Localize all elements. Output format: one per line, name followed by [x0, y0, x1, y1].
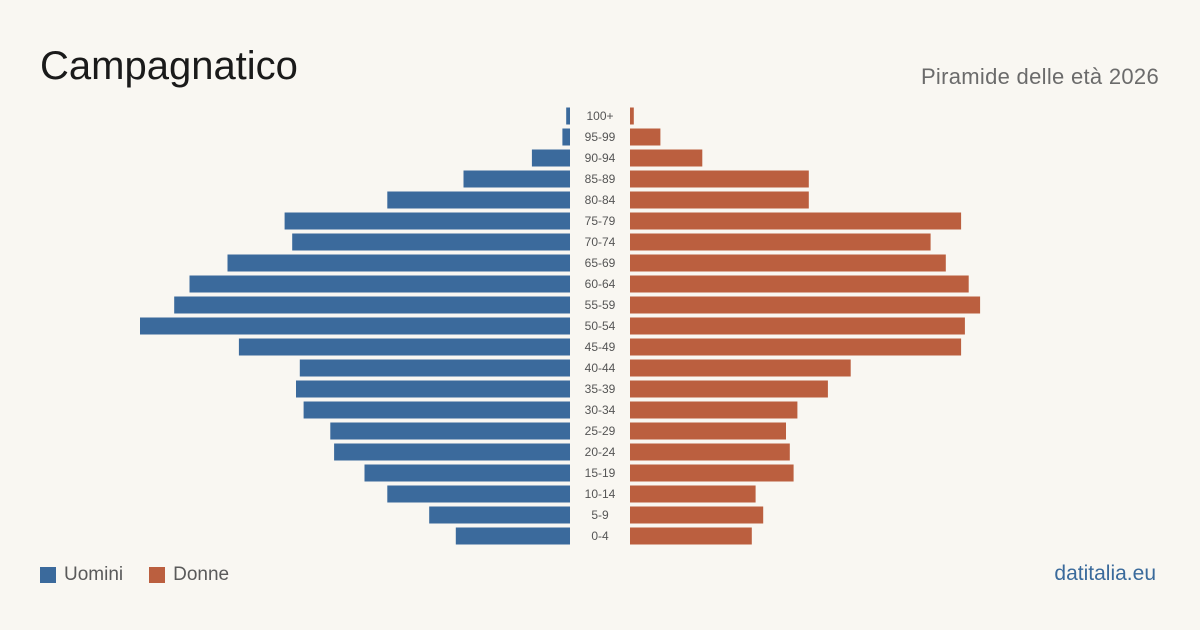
age-label-40-44: 40-44	[585, 361, 616, 375]
age-label-0-4: 0-4	[591, 529, 609, 543]
bar-men-95-99	[562, 128, 570, 146]
bar-men-20-24	[334, 443, 570, 461]
age-label-55-59: 55-59	[585, 298, 616, 312]
bar-women-90-94	[630, 149, 703, 167]
age-label-50-54: 50-54	[585, 319, 616, 333]
age-label-10-14: 10-14	[585, 487, 616, 501]
bar-women-70-74	[630, 233, 931, 251]
bar-men-15-19	[364, 464, 570, 482]
age-label-70-74: 70-74	[585, 235, 616, 249]
age-label-25-29: 25-29	[585, 424, 616, 438]
bar-women-30-34	[630, 401, 798, 419]
legend-item-women: Donne	[149, 564, 229, 586]
age-label-30-34: 30-34	[585, 403, 616, 417]
chart-legend: Uomini Donne	[40, 564, 255, 586]
legend-swatch-women	[149, 567, 166, 583]
bar-men-25-29	[330, 422, 570, 440]
age-label-90-94: 90-94	[585, 151, 616, 165]
age-label-75-79: 75-79	[585, 214, 616, 228]
legend-label-women: Donne	[173, 564, 230, 585]
bar-women-0-4	[630, 527, 752, 545]
bar-men-35-39	[296, 380, 570, 398]
age-label-5-9: 5-9	[591, 508, 609, 522]
age-label-35-39: 35-39	[585, 382, 616, 396]
bar-men-75-79	[284, 212, 570, 230]
page-title: Campagnatico	[40, 44, 298, 88]
age-label-80-84: 80-84	[585, 193, 616, 207]
age-label-60-64: 60-64	[585, 277, 616, 291]
bar-women-15-19	[630, 464, 794, 482]
legend-item-men: Uomini	[40, 564, 123, 586]
bar-men-10-14	[387, 485, 570, 503]
bar-women-75-79	[630, 212, 962, 230]
age-label-20-24: 20-24	[585, 445, 616, 459]
bar-women-65-69	[630, 254, 946, 272]
age-label-65-69: 65-69	[585, 256, 616, 270]
bar-women-20-24	[630, 443, 790, 461]
age-label-95-99: 95-99	[585, 130, 616, 144]
bar-men-100+	[566, 107, 570, 125]
bar-women-95-99	[630, 128, 661, 146]
bar-women-35-39	[630, 380, 828, 398]
bar-men-60-64	[189, 275, 570, 293]
bar-women-40-44	[630, 359, 851, 377]
bar-men-90-94	[531, 149, 570, 167]
source-link[interactable]: datitalia.eu	[1054, 562, 1156, 585]
age-label-100+: 100+	[586, 109, 613, 123]
bar-men-50-54	[140, 317, 570, 335]
bar-women-45-49	[630, 338, 962, 356]
bar-men-85-89	[463, 170, 570, 188]
bar-women-10-14	[630, 485, 756, 503]
bar-women-80-84	[630, 191, 809, 209]
bar-men-45-49	[238, 338, 570, 356]
age-label-45-49: 45-49	[585, 340, 616, 354]
bar-women-25-29	[630, 422, 786, 440]
bar-women-55-59	[630, 296, 981, 314]
bar-women-100+	[630, 107, 634, 125]
bar-men-55-59	[174, 296, 570, 314]
bar-men-65-69	[227, 254, 570, 272]
legend-label-men: Uomini	[64, 564, 124, 585]
age-label-15-19: 15-19	[585, 466, 616, 480]
bar-women-5-9	[630, 506, 764, 524]
bar-women-50-54	[630, 317, 965, 335]
bar-women-85-89	[630, 170, 809, 188]
bar-men-70-74	[292, 233, 570, 251]
bar-men-5-9	[429, 506, 570, 524]
page-subtitle: Piramide delle età 2026	[920, 64, 1159, 89]
bar-men-80-84	[387, 191, 570, 209]
bar-men-0-4	[455, 527, 570, 545]
bar-men-30-34	[303, 401, 570, 419]
age-label-85-89: 85-89	[585, 172, 616, 186]
bar-men-40-44	[299, 359, 570, 377]
bar-women-60-64	[630, 275, 969, 293]
legend-swatch-men	[40, 567, 56, 583]
